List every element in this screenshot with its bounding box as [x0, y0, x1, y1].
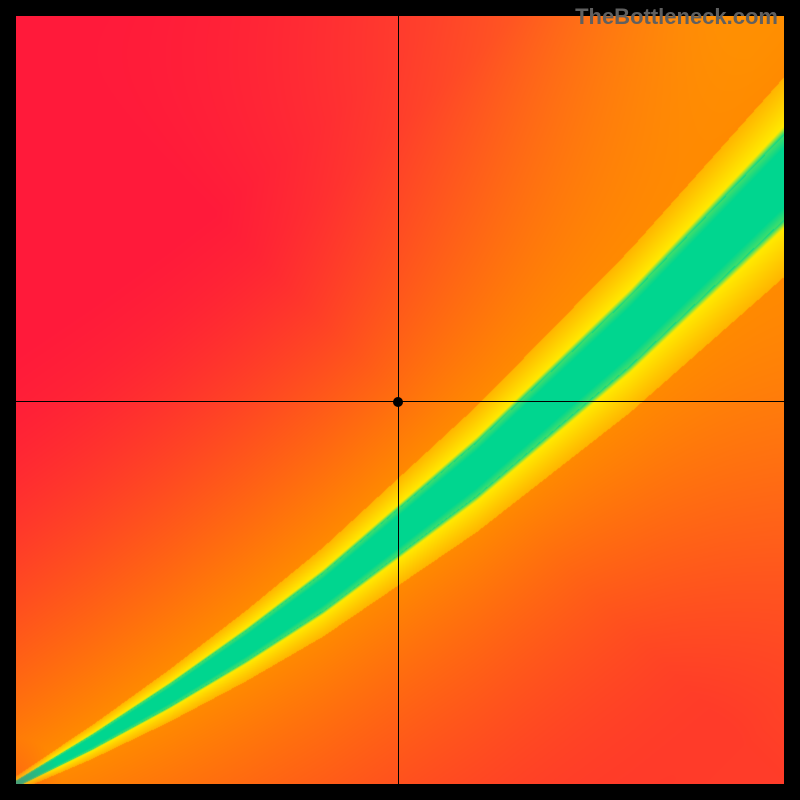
heatmap-plot — [16, 16, 784, 784]
crosshair-marker — [393, 397, 403, 407]
watermark-text: TheBottleneck.com — [575, 4, 778, 30]
